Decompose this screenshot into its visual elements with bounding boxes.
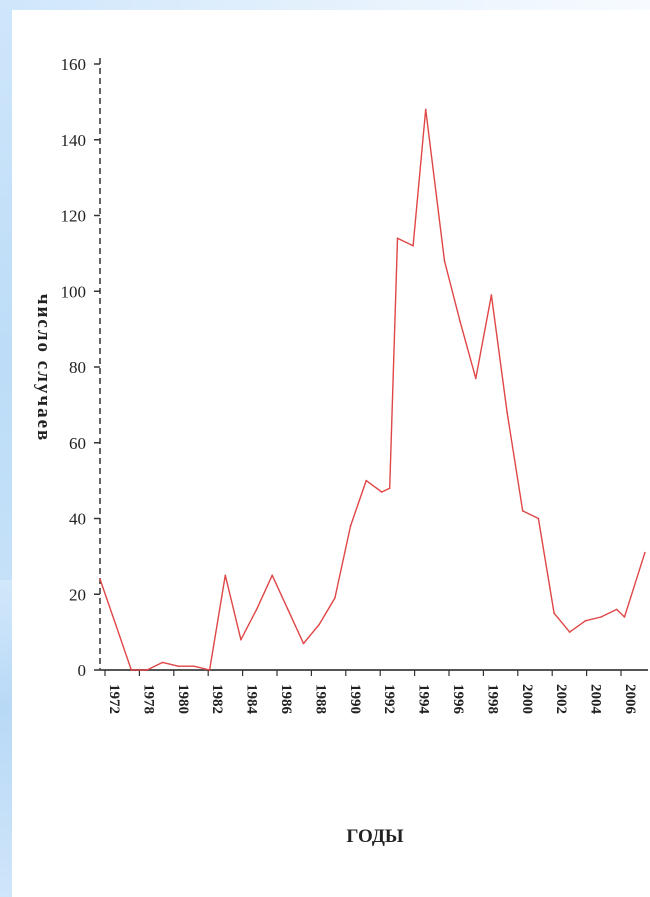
data-point — [600, 616, 602, 618]
data-point — [349, 525, 352, 527]
background-accent-top — [0, 0, 650, 10]
data-point — [396, 237, 399, 239]
data-point — [302, 642, 305, 645]
x-tick-label: 1996 — [450, 684, 466, 715]
y-tick-label: 140 — [61, 131, 87, 150]
data-point — [412, 245, 414, 247]
data-point — [381, 491, 383, 493]
x-tick-label: 1990 — [347, 684, 363, 714]
y-tick-label: 80 — [69, 358, 86, 377]
y-tick-label: 160 — [61, 55, 87, 74]
y-tick-label: 100 — [61, 282, 87, 301]
data-point — [506, 411, 508, 414]
data-point — [459, 320, 461, 323]
data-point — [490, 294, 493, 296]
data-point — [365, 479, 368, 482]
data-point — [424, 108, 427, 111]
data-point — [208, 669, 211, 671]
chart-panel — [12, 10, 650, 897]
x-tick-label: 1978 — [140, 684, 156, 714]
data-point — [255, 608, 258, 611]
x-tick-label: 1982 — [209, 684, 225, 714]
y-tick-label: 120 — [61, 207, 87, 226]
data-point — [644, 551, 646, 554]
data-point — [318, 623, 321, 626]
x-tick-label: 1988 — [312, 684, 328, 714]
data-point — [271, 574, 274, 577]
data-point — [99, 578, 101, 580]
x-tick-label: 1992 — [381, 684, 397, 714]
data-point — [287, 608, 289, 611]
x-tick-label: 2004 — [588, 684, 604, 715]
y-axis: 0 20 40 60 80 100 120 140 160 — [61, 55, 101, 680]
data-point — [553, 612, 555, 614]
y-tick-label: 20 — [69, 585, 86, 604]
data-point — [475, 377, 477, 380]
data-point — [130, 669, 133, 671]
series-line — [99, 108, 646, 671]
data-point — [443, 260, 446, 262]
y-axis-title: число случаев — [33, 294, 54, 443]
x-tick-label: 2006 — [622, 684, 638, 715]
x-tick-label: 1994 — [416, 684, 432, 715]
data-point — [623, 616, 626, 618]
data-point — [615, 608, 618, 611]
data-point — [521, 510, 524, 512]
data-point — [193, 665, 195, 667]
x-tick-label: 1972 — [106, 684, 122, 714]
y-tick-label: 40 — [69, 510, 86, 529]
y-tick-label: 60 — [69, 434, 86, 453]
data-point — [537, 517, 540, 520]
data-point — [388, 487, 391, 490]
data-point — [334, 597, 336, 599]
x-tick-label: 1980 — [175, 684, 191, 714]
x-tick-label: 2002 — [553, 684, 569, 714]
data-point — [177, 665, 180, 667]
x-axis: 1972 1978 1980 1982 1984 1986 1988 1990 1992 1994… — [100, 669, 648, 715]
data-point — [146, 669, 148, 671]
data-point — [240, 638, 242, 641]
x-axis-title: ГОДЫ — [346, 826, 404, 847]
x-tick-label: 1986 — [278, 684, 294, 715]
plot-area — [99, 108, 646, 671]
x-tick-label: 1998 — [484, 684, 500, 714]
data-point — [114, 623, 117, 626]
data-point — [584, 620, 587, 622]
data-point — [568, 631, 571, 633]
x-tick-label: 1984 — [244, 684, 260, 715]
y-tick-label: 0 — [78, 661, 87, 680]
x-tick-label: 2000 — [519, 684, 535, 714]
data-point — [224, 574, 227, 577]
data-point — [161, 661, 164, 664]
